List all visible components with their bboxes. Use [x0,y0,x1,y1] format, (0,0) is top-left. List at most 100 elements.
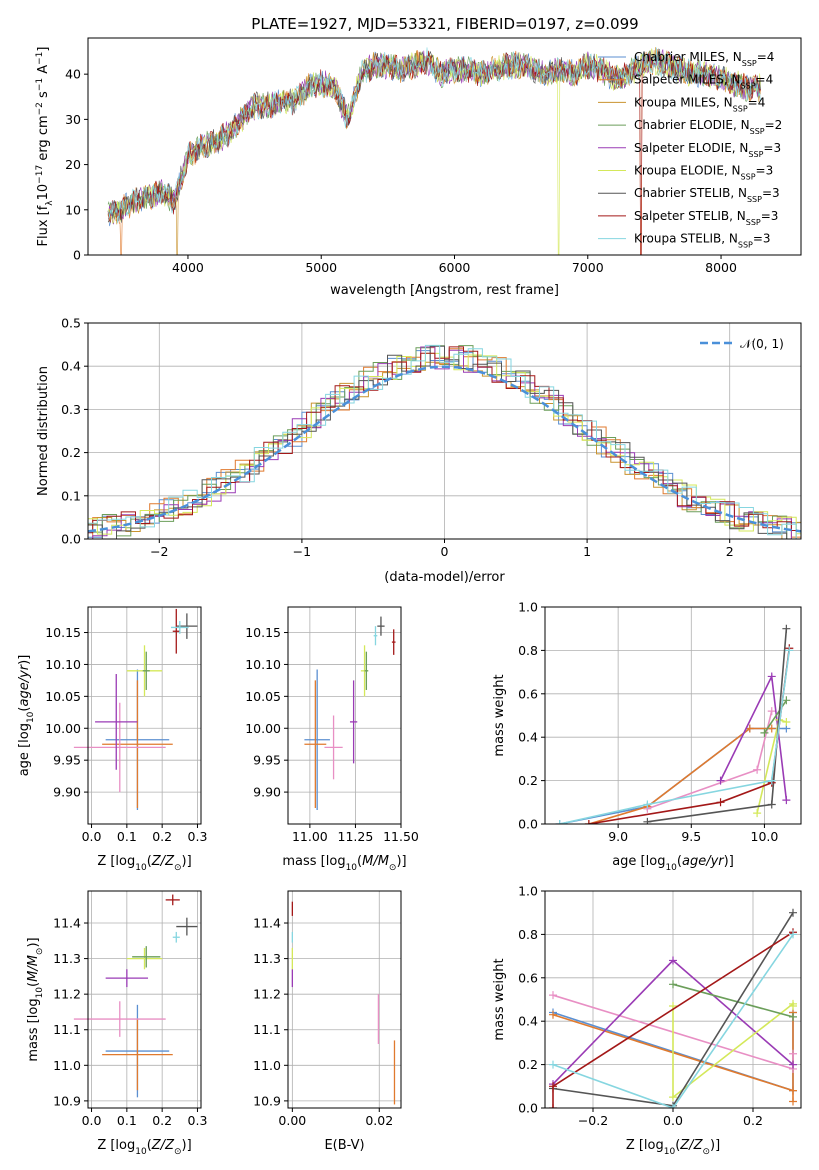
age_vs_Z-ylabel-part: age [log [17,723,32,776]
figure-title: PLATE=1927, MJD=53321, FIBERID=0197, z=0… [251,15,638,33]
x-tick-label: 0.02 [365,1113,393,1128]
legend-sub: SSP [733,104,748,113]
weight-marker-salpeter_miles [549,1010,557,1019]
weight-marker-kroupa_elodie [753,809,762,818]
residual_hist-axes: −2 −1 0 1 2 0.0 0.1 0.2 0.3 0.4 0.5 [61,316,801,559]
mass_vs_Z-xlabel-part: 10 [135,1147,147,1157]
spectrum-ylabel-part: s [36,91,51,102]
weight_vs_age-xlabel: age [log10(age/yr)] [612,854,734,873]
weight_vs_Z-xlabel-part: ⊙ [702,1147,710,1157]
legend-label-chabrier_miles: Chabrier MILES, NSSP=4 [634,50,774,68]
y-tick-label: 10.9 [53,1093,81,1108]
spectrum-ylabel-part: Flux [f [36,205,51,246]
age_vs_mass-xlabel-part: ( [357,854,362,869]
mass_vs_Z-points [73,894,198,1098]
y-tick-label: 10 [65,202,81,217]
y-tick-label: 10.00 [245,721,281,736]
legend-label-salpeter_elodie: Salpeter ELODIE, NSSP=3 [634,141,781,159]
weight-marker-kroupa_elodie [782,718,791,727]
weight-marker-salpeter_miles [789,1097,797,1106]
weight-marker-pink [789,1049,797,1058]
y-tick-label: 9.90 [253,785,281,800]
weight-marker-kroupa_stelib [767,776,776,785]
x-tick-label: 9.0 [608,829,628,844]
y-tick-label: 20 [65,157,81,172]
mass_vs_ebv-frame [287,890,402,1109]
y-tick-label: 30 [65,112,81,127]
y-tick-label: 0.6 [518,970,538,985]
mass_vs_Z-ylabel-part: M/M [26,955,41,982]
weight-marker-kroupa_elodie [789,1002,797,1011]
legend-tail: =4 [748,95,766,109]
spectrum-ylabel-part: −17 [35,165,45,184]
spectrum-ylabel: Flux [fλ10−17 erg cm−2 s−1 A−1] [35,47,55,247]
y-tick-label: 0 [73,248,81,263]
legend-sub: SSP [738,240,753,249]
legend-text: Salpeter MILES, N [634,73,741,87]
mass_vs_ebv-axes: 0.00 0.02 10.9 11.0 11.1 11.2 11.3 11.4 [253,891,401,1128]
x-tick-label: 0.3 [188,829,208,844]
weight-marker-salpeter_stelib [549,1082,557,1091]
weight-marker-kroupa_stelib [669,1104,677,1108]
legend-tail: =3 [761,209,779,223]
legend-label-kroupa_miles: Kroupa MILES, NSSP=4 [634,95,765,113]
weight_vs_Z-frame [544,890,802,1109]
weight-marker-kroupa_stelib [555,820,564,824]
hist-xlabel-part: (data-model)/error [384,570,505,585]
y-tick-label: 0.5 [61,316,81,331]
weight_vs_Z-lines [549,908,797,1108]
y-tick-label: 11.1 [53,1022,81,1037]
age_vs_mass-xlabel-part: M/M [362,854,389,869]
weight_vs_Z-xlabel-part: 10 [664,1147,676,1157]
mass_vs_Z-xlabel-part: )] [182,1138,192,1153]
weight-marker-salpeter_miles [789,1086,797,1095]
legend-text: Salpeter STELIB, N [634,209,746,223]
weight_vs_age-xlabel-part: age [log [612,854,665,869]
weight_vs_Z-xlabel-part: )] [710,1138,720,1153]
age_vs_Z-ylabel-part: 10 [26,711,36,723]
y-tick-label: 11.2 [53,987,81,1002]
legend-text: Kroupa STELIB, N [634,232,738,246]
age_vs_mass-xlabel-part: mass [log [282,854,345,869]
x-tick-label: 0.3 [188,1113,208,1128]
weight-marker-salpeter_elodie [669,956,677,965]
weight_vs_age-xlabel-part: ( [677,854,682,869]
age_vs_Z-ylabel: age [log10(age/yr)] [17,655,36,777]
weight-marker-salpeter_stelib [716,798,725,807]
weight-marker-salpeter_elodie [782,796,791,805]
legend-label-chabrier_stelib: Chabrier STELIB, NSSP=3 [634,186,780,204]
weight-line-chabrier_elodie [763,699,788,734]
spectrum-xlabel: wavelength [Angstrom, rest frame] [330,283,559,298]
legend-tail: =3 [762,186,780,200]
age_vs_Z-ylabel-part: age/yr [17,663,32,706]
x-tick-label: 11.25 [338,829,374,844]
y-tick-label: 9.95 [53,753,81,768]
weight_vs_age-xlabel-part: )] [724,854,734,869]
weight-marker-chabrier_elodie [669,980,677,989]
age_vs_Z-xlabel: Z [log10(Z/Z⊙)] [97,854,191,873]
y-tick-label: 11.3 [253,951,281,966]
y-tick-label: 10.10 [45,657,81,672]
legend-label-salpeter_stelib: Salpeter STELIB, NSSP=3 [634,209,778,227]
age_vs_Z-points [73,608,198,810]
y-tick-label: 11.0 [53,1058,81,1073]
hist-legend-label: 𝒩(0, 1) [740,337,784,351]
x-tick-label: 0.0 [663,1113,683,1128]
weight_vs_age-ylabel: mass weight [492,674,507,756]
mass_vs_Z-axes: 0.0 0.1 0.2 0.3 10.9 11.0 11.1 11.2 11.3 11.4 [53,891,207,1128]
weight-marker-chabrier_stelib [767,800,776,809]
y-tick-label: 11.4 [53,916,81,931]
legend-sub: SSP [741,172,756,181]
spectrum-line-kroupa_stelib [107,47,761,224]
hist-step-kroupa_stelib [88,344,801,539]
legend-tail: =4 [756,73,774,87]
age_vs_mass-xlabel: mass [log10(M/M⊙)] [282,854,406,873]
mass_vs_Z-ylabel-part: )] [26,937,41,947]
legend-text: Chabrier MILES, N [634,50,742,64]
y-tick-label: 0.8 [518,927,538,942]
age_vs_Z-xlabel-part: Z [log [97,854,135,869]
weight_vs_Z-ylabel-part: mass weight [492,958,507,1040]
weight-marker-chabrier_elodie [760,728,769,737]
weight-marker-chabrier_elodie [782,696,791,705]
y-tick-label: 0.0 [61,532,81,547]
